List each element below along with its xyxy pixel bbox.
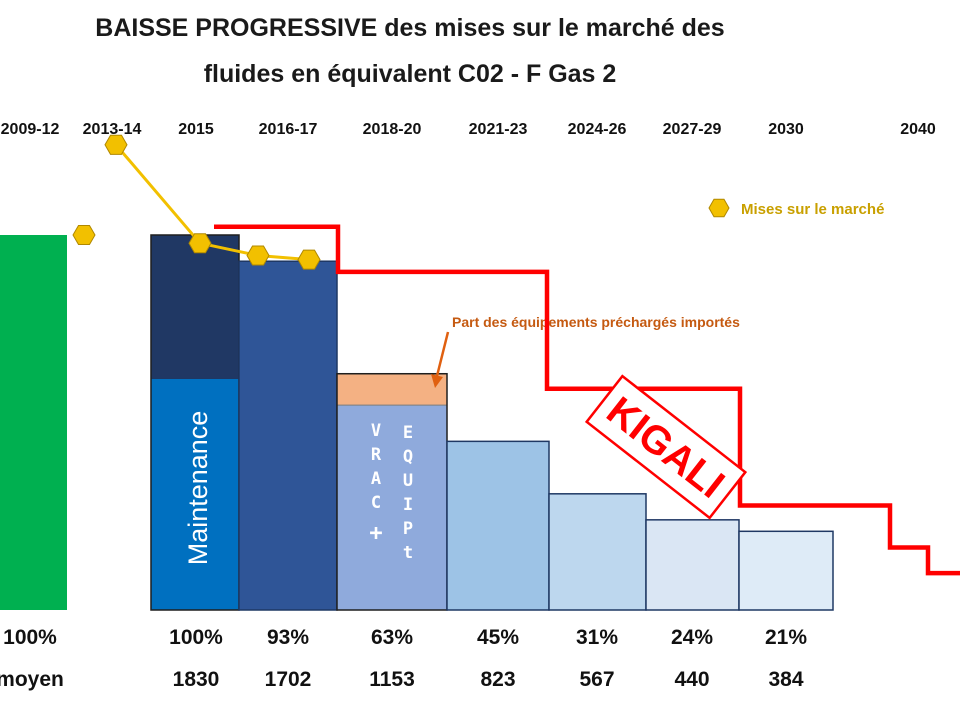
- kigali-stamp-border: [584, 374, 748, 520]
- preloaded-annotation: Part des équipements préchargés importés: [452, 314, 740, 330]
- average-label-2027-29: 440: [674, 668, 709, 691]
- chart-title-line-2: fluides en équivalent C02 - F Gas 2: [203, 60, 617, 88]
- x-tick-label-2016-17: 2016-17: [259, 121, 318, 138]
- equip-letter-1: Q: [403, 447, 413, 467]
- vrac-letter-4: +: [369, 521, 382, 546]
- kigali-step-line: [214, 224, 960, 576]
- bar-2018-20-segment-0: [336, 404, 448, 611]
- preloaded-arrow-line: [435, 331, 450, 377]
- chart-title-line-1: BAISSE PROGRESSIVE des mises sur le marc…: [95, 14, 725, 42]
- preloaded-arrow-head: [431, 374, 443, 388]
- x-tick-label-2024-26: 2024-26: [568, 121, 627, 138]
- bar-2027-29: [645, 519, 740, 611]
- bar-2030: [738, 530, 834, 611]
- x-tick-label-2027-29: 2027-29: [663, 121, 722, 138]
- x-tick-label-2021-23: 2021-23: [469, 121, 528, 138]
- percent-label-2027-29: 24%: [671, 626, 713, 649]
- mises-line: [114, 143, 310, 262]
- bar-2018-20-segment-1: [336, 373, 448, 406]
- mises-point-4: [297, 249, 321, 270]
- bar-2015-segment-1: [150, 234, 240, 379]
- x-tick-label-2040: 2040: [900, 121, 936, 138]
- average-label-2030: 384: [768, 668, 803, 691]
- x-tick-label-2018-20: 2018-20: [363, 121, 422, 138]
- legend-marker-mises: [708, 198, 730, 218]
- average-label-2009-12: moyen: [0, 668, 64, 691]
- x-tick-label-2013-14: 2013-14: [83, 121, 142, 138]
- mises-point-0: [72, 225, 96, 245]
- percent-label-2016-17: 93%: [267, 626, 309, 649]
- mises-point-3: [246, 245, 270, 266]
- legend-label-mises: Mises sur le marché: [741, 201, 884, 218]
- bar-2016-17: [238, 260, 338, 611]
- x-tick-label-2009-12: 2009-12: [1, 121, 60, 138]
- vrac-letter-2: A: [371, 469, 381, 489]
- vrac-letter-3: C: [371, 493, 381, 513]
- average-label-2024-26: 567: [579, 668, 614, 691]
- equip-letter-3: I: [403, 495, 413, 515]
- percent-label-2015: 100%: [169, 626, 223, 649]
- x-tick-label-2030: 2030: [768, 121, 804, 138]
- average-label-2021-23: 823: [480, 668, 515, 691]
- percent-label-2018-20: 63%: [371, 626, 413, 649]
- vrac-letter-0: V: [371, 421, 381, 441]
- equip-letter-4: P: [403, 519, 413, 539]
- mises-point-1: [104, 134, 128, 155]
- bar-2009-12: [0, 235, 67, 610]
- x-tick-label-2015: 2015: [178, 121, 214, 138]
- average-label-2016-17: 1702: [265, 668, 312, 691]
- maintenance-label: Maintenance: [183, 411, 213, 566]
- average-label-2018-20: 1153: [369, 668, 415, 691]
- average-label-2015: 1830: [173, 668, 220, 691]
- equip-letter-2: U: [403, 471, 413, 491]
- bar-2021-23: [446, 440, 550, 611]
- mises-point-2: [188, 233, 212, 254]
- percent-label-2030: 21%: [765, 626, 807, 649]
- percent-label-2021-23: 45%: [477, 626, 519, 649]
- bar-2024-26: [548, 493, 647, 611]
- percent-label-2009-12: 100%: [3, 626, 57, 649]
- vrac-letter-1: R: [371, 445, 382, 465]
- equip-letter-0: E: [403, 423, 413, 443]
- equip-letter-5: t: [403, 543, 413, 563]
- percent-label-2024-26: 31%: [576, 626, 618, 649]
